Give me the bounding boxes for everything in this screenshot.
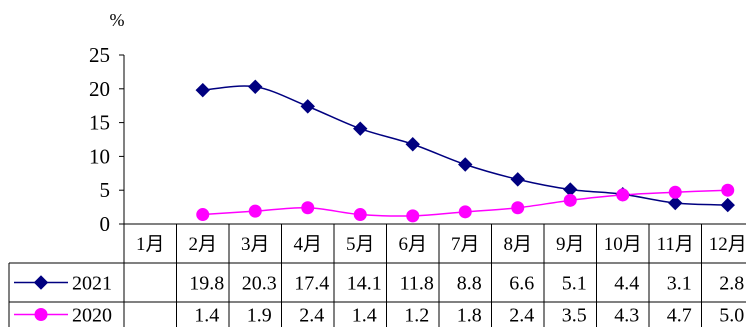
data-table: 1月 2月 3月 4月 5月 6月 7月 8月 9月 10月 11月 12月 2021 19.8 20.3 1… [8,223,746,327]
legend-key-marker [33,275,49,290]
x-category-label: 7月 [451,234,480,255]
legend-key-marker [34,308,48,321]
y-axis-ticks: 0 5 10 15 20 25 [89,43,124,236]
x-category-label: 3月 [241,234,270,255]
table-value-cell: 20.3 [242,273,277,295]
table-value-cell: 2.8 [719,273,744,295]
x-category-label: 4月 [293,234,322,255]
table-value-cell: 1.8 [457,305,482,327]
table-value-cell: 1.4 [352,305,377,327]
table-value-cell: 14.1 [347,273,382,295]
legend-label: 2021 [72,273,112,295]
data-point-2021 [668,195,683,211]
data-point-2020 [406,209,420,223]
table-value-cell: 3.5 [562,305,587,327]
table-value-cell: 11.8 [400,273,434,295]
table-value-cell: 8.8 [457,273,482,295]
data-point-2020 [511,201,525,215]
table-value-cell: 4.4 [614,273,639,295]
x-category-label: 12月 [709,234,746,255]
data-point-2020 [196,208,210,222]
table-value-cell: 1.9 [247,305,272,327]
data-point-2021 [720,197,735,213]
legend-label: 2020 [72,305,112,327]
x-category-label: 11月 [657,234,694,255]
data-point-2021 [405,137,420,152]
y-tick-label: 20 [89,77,110,101]
table-value-cell: 2.4 [299,305,324,327]
table-value-cell: 19.8 [189,273,224,295]
table-value-cell: 4.7 [667,305,692,327]
data-point-2021 [510,172,525,187]
x-category-label: 1月 [136,234,165,255]
data-point-2020 [458,205,472,219]
data-point-2020 [616,188,630,202]
series-points [195,79,735,223]
y-tick-label: 25 [89,43,110,67]
table-value-cell: 17.4 [294,273,329,295]
y-tick-label: 15 [89,111,110,135]
y-tick-label: 5 [100,178,111,202]
data-point-2020 [668,185,682,199]
table-value-cell: 2.4 [509,305,534,327]
table-value-cell: 1.4 [194,305,219,327]
table-value-cell: 4.3 [614,305,639,327]
data-point-2020 [301,201,315,215]
table-value-cell: 3.1 [667,273,692,295]
data-point-2021 [195,82,210,98]
x-category-label: 9月 [556,234,585,255]
data-point-2021 [248,79,263,94]
data-point-2021 [300,99,315,114]
x-category-label: 2月 [188,234,217,255]
data-point-2020 [248,204,262,218]
series-line-2021 [202,85,728,206]
table-value-cell: 1.2 [404,305,429,327]
table-value-cell: 6.6 [509,273,534,295]
x-category-label: 10月 [604,234,642,255]
x-category-label: 6月 [398,234,427,255]
data-point-2020 [353,208,367,222]
data-point-2021 [353,121,368,136]
table-value-cell: 5.1 [562,273,587,295]
y-tick-label: 10 [89,144,110,168]
data-point-2020 [721,183,735,197]
data-point-2020 [563,193,577,207]
x-category-label: 5月 [346,234,375,255]
series-lines [202,85,728,217]
y-tick-label: 0 [100,212,111,236]
table-value-cell: 5.0 [719,305,744,327]
y-axis-unit-label: % [110,10,125,30]
x-category-label: 8月 [503,234,532,255]
data-point-2021 [458,157,473,172]
